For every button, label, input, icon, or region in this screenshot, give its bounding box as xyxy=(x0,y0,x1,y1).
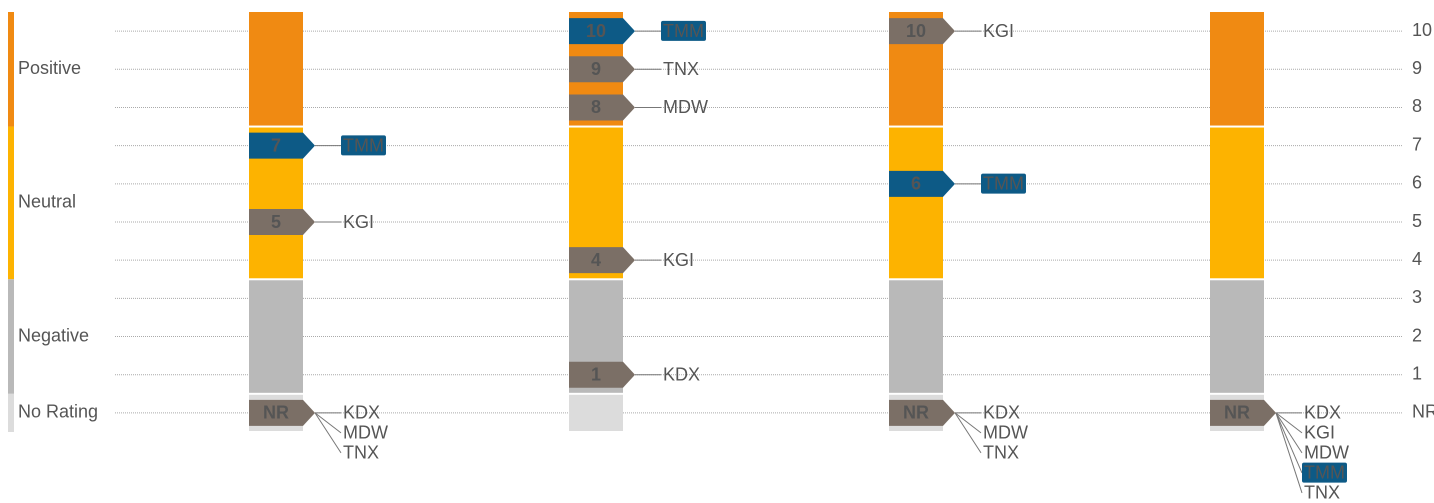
rating-marker xyxy=(569,247,635,274)
band-label: Neutral xyxy=(18,192,76,212)
firm-label: TNX xyxy=(663,59,699,79)
leader-line xyxy=(1275,412,1303,454)
rating-marker xyxy=(889,170,955,197)
bar-segment xyxy=(1210,12,1264,126)
y-tick-label: NR xyxy=(1412,402,1434,422)
firm-label: TNX xyxy=(1304,483,1340,503)
marker-label: NR xyxy=(1224,403,1250,423)
y-tick-label: 9 xyxy=(1412,58,1422,78)
rating-marker xyxy=(569,94,635,121)
firm-label: KDX xyxy=(663,364,700,384)
rating-marker xyxy=(249,209,315,235)
y-tick-label: 4 xyxy=(1412,249,1422,269)
firm-highlight xyxy=(1302,462,1347,483)
marker-label: NR xyxy=(903,403,929,423)
marker-label: 10 xyxy=(906,21,926,41)
marker-label: 7 xyxy=(271,135,281,155)
band-label: Negative xyxy=(18,325,89,345)
band-label: No Rating xyxy=(18,402,98,422)
band-strip xyxy=(8,12,14,127)
marker-label: 9 xyxy=(591,59,601,79)
firm-label: TNX xyxy=(983,443,1019,463)
bar-segment xyxy=(569,394,623,431)
rating-marker xyxy=(889,18,955,45)
firm-label: KGI xyxy=(663,250,694,270)
leader-line xyxy=(314,412,342,434)
band-label-bg xyxy=(16,191,81,214)
leader-line xyxy=(1275,412,1303,474)
y-tick-label: 1 xyxy=(1412,363,1422,383)
firm-label: MDW xyxy=(663,97,708,117)
firm-label: KGI xyxy=(983,21,1014,41)
firm-label: KGI xyxy=(1304,423,1335,443)
rating-marker xyxy=(569,361,635,388)
y-tick-label: 7 xyxy=(1412,134,1422,154)
firm-label: MDW xyxy=(343,423,388,443)
firm-label: KDX xyxy=(343,403,380,423)
firm-label: TNX xyxy=(343,443,379,463)
leader-line xyxy=(1275,412,1303,494)
leader-line xyxy=(954,412,982,434)
band-label-bg xyxy=(16,325,94,348)
rating-marker xyxy=(569,56,635,83)
bar-segment xyxy=(249,280,303,393)
rating-marker xyxy=(889,399,955,426)
rating-marker xyxy=(569,18,635,45)
leader-line xyxy=(1275,412,1303,434)
y-tick-label: 6 xyxy=(1412,173,1422,193)
band-label: Positive xyxy=(18,58,81,78)
firm-label: KGI xyxy=(343,212,374,232)
y-tick-label: 3 xyxy=(1412,287,1422,307)
rating-marker xyxy=(249,399,315,426)
firm-label: TMM xyxy=(663,21,704,41)
firm-highlight xyxy=(981,173,1026,194)
y-tick-label: 2 xyxy=(1412,325,1422,345)
bar-segment xyxy=(889,127,943,279)
firm-label: KDX xyxy=(983,403,1020,423)
bar-segment xyxy=(1210,127,1264,279)
marker-label: 4 xyxy=(591,250,601,270)
rating-marker xyxy=(249,132,315,159)
firm-label: TMM xyxy=(343,135,384,155)
band-strip xyxy=(8,393,14,432)
marker-label: 5 xyxy=(271,212,281,232)
y-tick-label: 5 xyxy=(1412,211,1422,231)
firm-label: MDW xyxy=(983,423,1028,443)
firm-label: MDW xyxy=(1304,443,1349,463)
firm-highlight xyxy=(661,20,706,41)
band-label-bg xyxy=(16,401,103,424)
marker-label: 6 xyxy=(911,174,921,194)
firm-label: TMM xyxy=(1304,463,1345,483)
bar-segment xyxy=(889,280,943,393)
leader-line xyxy=(314,412,342,454)
marker-label: NR xyxy=(263,403,289,423)
leader-line xyxy=(954,412,982,454)
bar-segment xyxy=(249,12,303,126)
bar-segment xyxy=(1210,280,1264,393)
band-strip xyxy=(8,126,14,280)
firm-label: KDX xyxy=(1304,403,1341,423)
y-tick-label: 10 xyxy=(1412,20,1432,40)
firm-label: TMM xyxy=(983,174,1024,194)
band-label-bg xyxy=(16,58,86,81)
firm-highlight xyxy=(341,135,386,156)
y-tick-label: 8 xyxy=(1412,96,1422,116)
rating-marker xyxy=(1210,399,1276,426)
band-strip xyxy=(8,279,14,394)
marker-label: 10 xyxy=(586,21,606,41)
marker-label: 8 xyxy=(591,97,601,117)
marker-label: 1 xyxy=(591,364,601,384)
